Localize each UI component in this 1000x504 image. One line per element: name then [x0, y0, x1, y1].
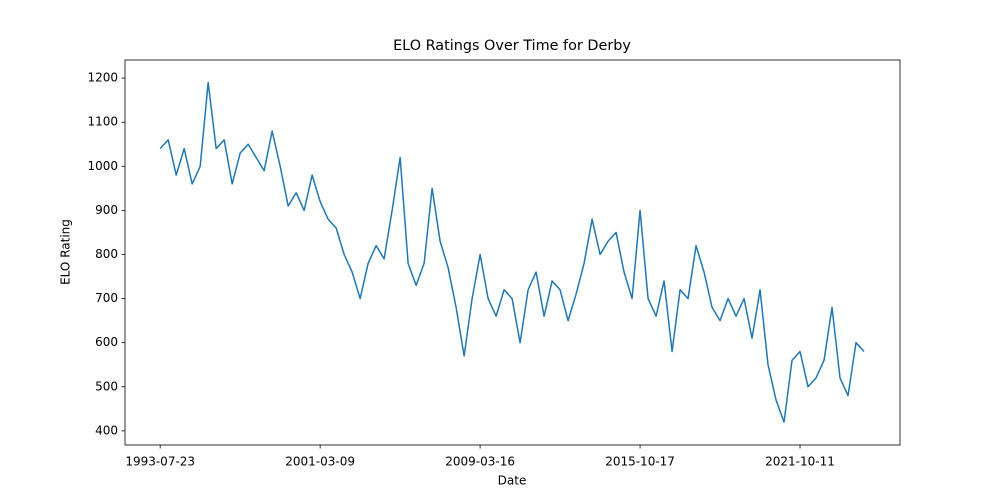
y-tick-label: 1000 — [87, 159, 118, 173]
x-tick-label: 2021-10-11 — [765, 455, 835, 469]
y-tick-label: 400 — [95, 423, 118, 437]
axes-frame — [124, 59, 901, 446]
y-tick-label: 1100 — [87, 115, 118, 129]
line-series — [159, 81, 865, 423]
x-tick-label: 2009-03-16 — [445, 455, 515, 469]
chart-title: ELO Ratings Over Time for Derby — [393, 38, 631, 54]
y-axis-label: ELO Rating — [59, 219, 73, 285]
x-tick-label: 1993-07-23 — [125, 455, 195, 469]
x-tick-label: 2015-10-17 — [605, 455, 675, 469]
y-tick-label: 700 — [95, 291, 118, 305]
x-tick-label: 2001-03-09 — [285, 455, 355, 469]
y-tick-label: 500 — [95, 379, 118, 393]
y-tick-label: 1200 — [87, 71, 118, 85]
y-tick-label: 900 — [95, 203, 118, 217]
plot-area — [159, 81, 865, 423]
y-tick-label: 600 — [95, 335, 118, 349]
x-axis-label: Date — [498, 474, 527, 488]
y-tick-label: 800 — [95, 247, 118, 261]
